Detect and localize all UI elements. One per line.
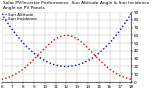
Text: Solar PV/Inverter Performance  Sun Altitude Angle & Sun Incidence Angle on PV Pa: Solar PV/Inverter Performance Sun Altitu… <box>3 1 150 10</box>
Legend: Sun Altitude, Sun Incidence: Sun Altitude, Sun Incidence <box>2 12 37 22</box>
